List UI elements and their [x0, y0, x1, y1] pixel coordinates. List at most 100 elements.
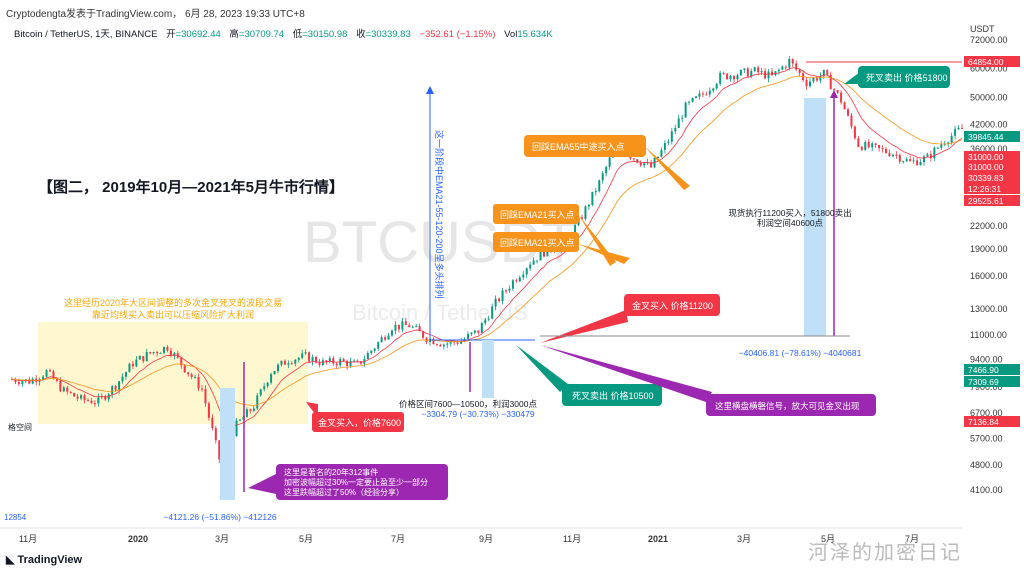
candle-body: [532, 260, 535, 265]
open-label: 开: [166, 29, 176, 40]
candle-body: [798, 69, 801, 74]
candle-body: [62, 387, 65, 392]
bull-trade-note-1: 现货执行11200买入，51800卖出: [728, 208, 851, 218]
sell51800-callout: [858, 66, 950, 88]
candle-body: [515, 280, 518, 282]
change-value: −352.61 (−1.15%): [419, 29, 496, 40]
ema21-callout-1: [493, 204, 579, 224]
price-axis[interactable]: 72000.00 60000.00 50000.00 42000.00 36000.00…: [970, 35, 1008, 495]
chart-title: 【图二， 2019年10月—2021年5月牛市行情】: [38, 178, 344, 196]
price-label-text: 7466.90: [968, 365, 999, 375]
candle-body: [701, 93, 704, 95]
time-tick-label: 2021: [648, 534, 668, 544]
price-label-text: 39845.44: [968, 132, 1004, 142]
vol-label: Vol: [504, 29, 518, 40]
candle-body: [840, 92, 843, 103]
price-label-box: [964, 151, 1020, 162]
candle-body: [121, 376, 124, 382]
range-box: [38, 322, 308, 424]
time-tick-label: 9月: [479, 534, 493, 544]
price-label-box: [964, 56, 1020, 67]
candle-body: [328, 358, 331, 362]
price-label-box: [964, 195, 1020, 206]
callout-312-line2: 加密波幅超过30%一定要止盈至少一部分: [284, 477, 428, 487]
candle-body: [83, 395, 86, 400]
candle-body: [173, 353, 176, 356]
candle-body: [80, 395, 83, 399]
candle-body: [847, 109, 849, 116]
candle-body: [912, 160, 915, 162]
candle-body: [663, 143, 666, 150]
sideways-measure-label: −3304.79 (−30.73%) −330479: [421, 409, 534, 419]
candle-body: [201, 388, 203, 390]
candle-body: [895, 154, 898, 156]
candle-body: [197, 376, 200, 389]
candle-body: [950, 135, 953, 143]
candle-body: [881, 148, 884, 150]
candle-body: [833, 89, 836, 91]
candle-body: [760, 70, 763, 73]
ema21-callout-1-pointer: [578, 214, 616, 266]
candle-body: [909, 159, 912, 162]
candle-body: [207, 403, 210, 418]
candle-body: [125, 372, 127, 377]
candle-body: [829, 74, 832, 90]
candle-body: [31, 378, 34, 384]
candle-body: [397, 324, 400, 330]
candle-body: [885, 148, 887, 153]
candle-body: [356, 360, 359, 362]
candle-body: [283, 360, 286, 365]
price-label-text: 7309.69: [968, 377, 999, 387]
price-label-box: [964, 376, 1020, 387]
candle-body: [688, 101, 691, 103]
candle-body: [442, 344, 445, 347]
time-tick-label: 3月: [737, 534, 751, 544]
candle-body: [45, 370, 48, 377]
price-label-box: [964, 364, 1020, 375]
candle-body: [739, 69, 742, 76]
candle-body: [650, 162, 653, 168]
candle-body: [249, 409, 252, 411]
price-tick-label: 4800.00: [970, 460, 1003, 470]
candle-body: [643, 163, 646, 166]
ema55-callout-text: 回踩EMA55中途买入点: [532, 141, 625, 152]
candle-body: [505, 290, 507, 292]
left-edge-value: 12854: [4, 513, 27, 522]
sell51800-pointer: [844, 72, 860, 84]
currency-label: USDT: [970, 24, 995, 34]
candle-body: [366, 352, 369, 360]
candle-body: [349, 361, 352, 367]
candle-body: [114, 386, 117, 390]
candle-body: [923, 156, 925, 162]
candle-body: [632, 158, 635, 160]
ema-trend-label: 这一阶段中EMA21-55-120-200呈多头排列: [434, 130, 445, 299]
wechat-watermark: 河泽的加密日记: [808, 542, 962, 564]
candle-body: [508, 288, 511, 291]
symbol-name[interactable]: Bitcoin / TetherUS, 1天, BINANCE: [14, 29, 158, 40]
tradingview-logo[interactable]: ◣ TradingView: [6, 553, 82, 566]
bull-measure-arrowhead: [830, 90, 838, 98]
low-value: =30150.98: [302, 29, 348, 40]
candle-body: [853, 126, 856, 139]
candle-body: [539, 250, 542, 261]
candle-body: [290, 363, 293, 365]
candle-body: [957, 127, 960, 130]
candle-body: [843, 102, 846, 110]
ema-line: [11, 75, 963, 406]
time-axis[interactable]: 11月 2020 3月 5月 7月 9月 11月 2021 3月 5月 7月: [19, 534, 919, 544]
range-note-1: 这里经历2020年大区间调整的多次金叉死叉的波段交易: [64, 297, 282, 308]
low-label: 低: [292, 29, 303, 40]
candle-body: [49, 370, 51, 372]
drop-measure-label: −4121.26 (−51.86%) −412126: [163, 512, 276, 522]
candle-body: [277, 364, 279, 372]
candle-body: [850, 115, 853, 127]
candle-body: [805, 79, 808, 87]
candle-body: [304, 352, 307, 354]
candle-body: [681, 117, 684, 119]
candle-body: [456, 342, 459, 344]
price-label-box: [964, 131, 1020, 142]
sell10500-pointer: [516, 345, 568, 392]
candle-body: [128, 363, 131, 373]
candle-body: [826, 69, 829, 75]
